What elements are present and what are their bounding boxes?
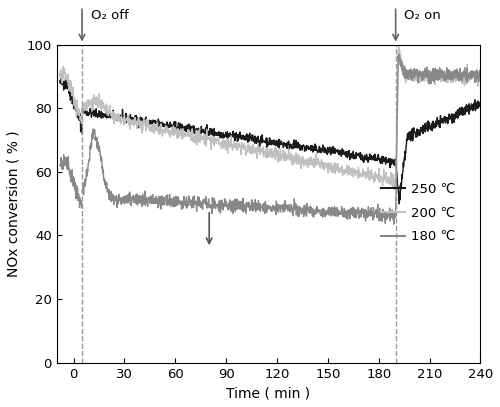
Text: O₂ off: O₂ off xyxy=(90,9,128,22)
Text: O₂ on: O₂ on xyxy=(404,9,441,22)
Legend: 250 ℃, 200 ℃, 180 ℃: 250 ℃, 200 ℃, 180 ℃ xyxy=(376,178,461,248)
X-axis label: Time ( min ): Time ( min ) xyxy=(226,386,310,400)
Y-axis label: NOx conversion ( % ): NOx conversion ( % ) xyxy=(7,130,21,277)
